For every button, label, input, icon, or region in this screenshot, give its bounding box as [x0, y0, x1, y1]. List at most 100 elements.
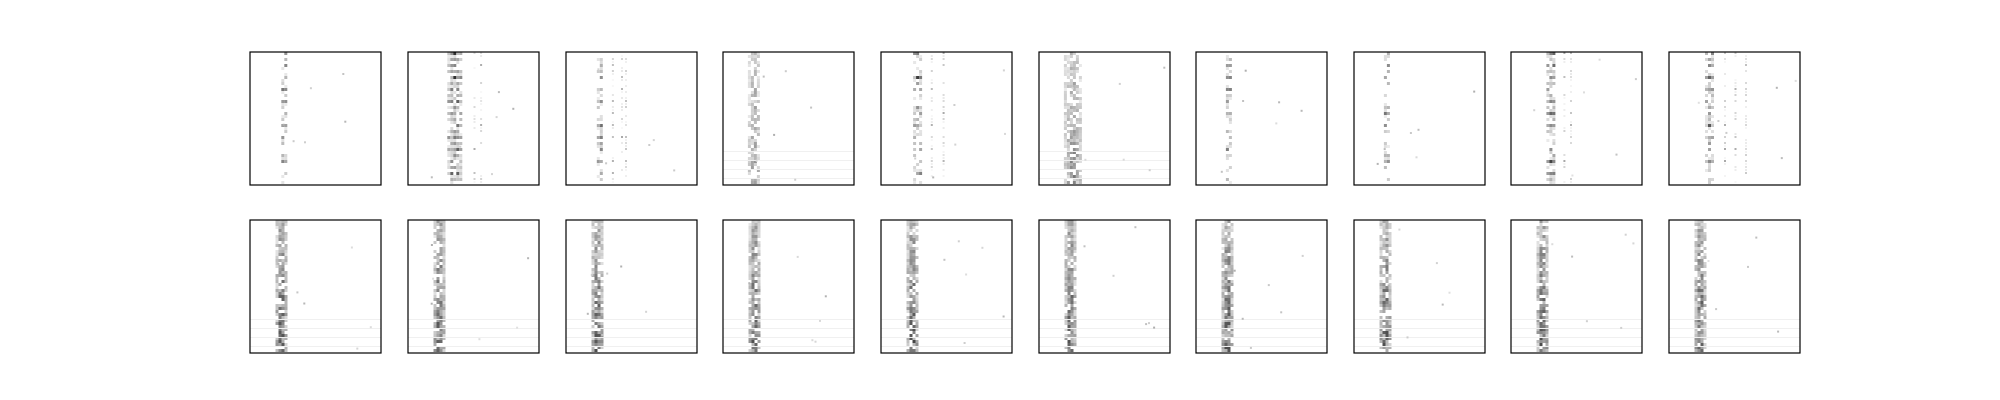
heatmap-cell [596, 91, 600, 94]
heatmap-cell [1552, 106, 1556, 109]
heatmap-cell [284, 307, 288, 310]
heatmap-cell [1724, 100, 1726, 102]
heatmap-cell [1549, 58, 1553, 61]
heatmap-cell [912, 340, 916, 343]
heatmap-cell [1388, 277, 1392, 280]
heatmap-cell [1227, 307, 1231, 310]
heatmap-cell [1777, 330, 1780, 333]
heatmap-cell [981, 246, 984, 249]
heatmap-cell [750, 94, 754, 97]
heatmap-cell [1542, 253, 1546, 256]
heatmap-cell [281, 304, 285, 307]
heatmap-cell [1386, 106, 1390, 109]
heatmap-cell [278, 328, 282, 331]
heatmap-cell [621, 91, 623, 93]
heatmap-cell [459, 58, 463, 61]
heatmap-cell [930, 58, 933, 60]
heatmap-cell [1230, 223, 1234, 226]
heatmap-cell [1708, 91, 1711, 94]
heatmap-cell [1379, 331, 1383, 334]
heatmap-cell [284, 316, 288, 319]
heatmap-cell [1724, 124, 1726, 126]
heatmap-cell [442, 232, 446, 235]
heatmap-cell [747, 157, 751, 160]
heatmap-cell [439, 319, 443, 322]
heatmap-cell [284, 271, 288, 274]
heatmap-cell [1745, 70, 1747, 72]
heatmap-cell [753, 142, 757, 145]
heatmap-cell [1697, 226, 1701, 229]
heatmap-cell [600, 250, 604, 253]
heatmap-cell [459, 91, 463, 94]
heatmap-cell [436, 316, 440, 319]
heatmap-cell [1230, 259, 1234, 262]
heatmap-cell [1386, 82, 1390, 85]
heatmap-cell [453, 157, 457, 160]
heatmap-cell [1385, 331, 1389, 334]
heatmap-cell [436, 262, 440, 265]
heatmap-cell [912, 319, 916, 322]
heatmap-cell [284, 238, 288, 241]
heatmap-cell [909, 319, 913, 322]
heatmap-cell [1536, 241, 1540, 244]
heatmap-cell [1563, 109, 1566, 111]
heatmap-cell [442, 274, 446, 277]
heatmap-cell [625, 145, 627, 147]
heatmap-cell [1075, 157, 1079, 160]
heatmap-cell [1703, 223, 1707, 226]
heatmap-cell [1549, 85, 1553, 88]
heatmap-cell [356, 347, 359, 350]
heatmap-cell [436, 310, 440, 313]
heatmap-cell [1069, 91, 1073, 94]
heatmap-cell [433, 265, 437, 268]
heatmap-panel-r1-c4 [880, 219, 1013, 354]
heatmap-cell [1039, 169, 1170, 170]
heatmap-cell [1221, 232, 1225, 235]
heatmap-cell [1224, 304, 1228, 307]
heatmap-cell [1228, 118, 1232, 121]
heatmap-cell [1542, 220, 1546, 223]
panel-frame [880, 51, 1013, 186]
heatmap-cell [1700, 319, 1704, 322]
heatmap-cell [1221, 298, 1225, 301]
heatmap-cell [599, 169, 603, 172]
heatmap-cell [748, 289, 752, 292]
heatmap-cell [1539, 340, 1543, 343]
heatmap-cell [433, 262, 437, 265]
heatmap-cell [1064, 283, 1068, 286]
heatmap-cell [433, 316, 437, 319]
heatmap-cell [1542, 307, 1546, 310]
heatmap-cell [599, 172, 603, 175]
heatmap-cell [1039, 337, 1170, 338]
heatmap-cell [1072, 124, 1076, 127]
heatmap-cell [751, 349, 755, 352]
heatmap-cell [1708, 121, 1711, 124]
heatmap-cell [1697, 313, 1701, 316]
heatmap-cell [1067, 313, 1071, 316]
heatmap-cell [594, 247, 598, 250]
heatmap-cell [1069, 121, 1073, 124]
heatmap-cell [442, 331, 446, 334]
heatmap-cell [1072, 157, 1076, 160]
heatmap-cell [1383, 148, 1386, 151]
heatmap-cell [913, 121, 917, 124]
heatmap-cell [1724, 175, 1726, 177]
heatmap-cell [278, 325, 282, 328]
heatmap-cell [1570, 127, 1572, 129]
heatmap-cell [757, 301, 761, 304]
heatmap-cell [1694, 259, 1698, 262]
heatmap-cell [450, 145, 454, 148]
heatmap-cell [1542, 337, 1546, 340]
heatmap-cell [456, 169, 460, 172]
heatmap-cell [754, 226, 758, 229]
heatmap-cell [1703, 238, 1707, 241]
heatmap-cell [1070, 334, 1074, 337]
heatmap-cell [278, 232, 282, 235]
heatmap-cell [913, 109, 917, 112]
heatmap-cell [754, 319, 758, 322]
heatmap-cell [439, 229, 443, 232]
heatmap-cell [750, 58, 754, 61]
heatmap-cell [1703, 325, 1707, 328]
heatmap-cell [1708, 73, 1711, 76]
heatmap-cell [596, 145, 600, 148]
